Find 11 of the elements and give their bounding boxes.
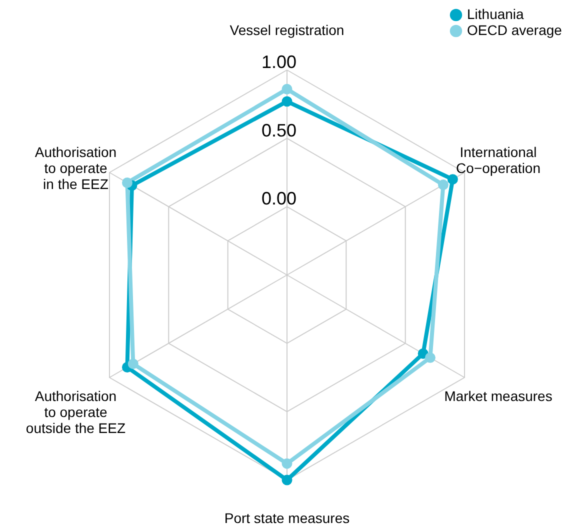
spoke-label: Port state measures xyxy=(224,510,350,526)
spoke-label: Authorisation to operate in the EEZ xyxy=(34,144,117,192)
spoke-label: International Co−operation xyxy=(456,144,540,176)
y-tick-label: 0.00 xyxy=(261,188,297,209)
y-tick-label: 1.00 xyxy=(261,52,297,72)
y-tick-label: 0.50 xyxy=(261,120,297,140)
spoke-label: Vessel registration xyxy=(230,22,344,38)
spoke-label: Market measures xyxy=(444,388,552,404)
spoke-label: Authorisation to operate outside the EEZ xyxy=(26,388,126,436)
legend-label: OECD average xyxy=(467,22,562,38)
legend-label: Lithuania xyxy=(467,6,524,22)
